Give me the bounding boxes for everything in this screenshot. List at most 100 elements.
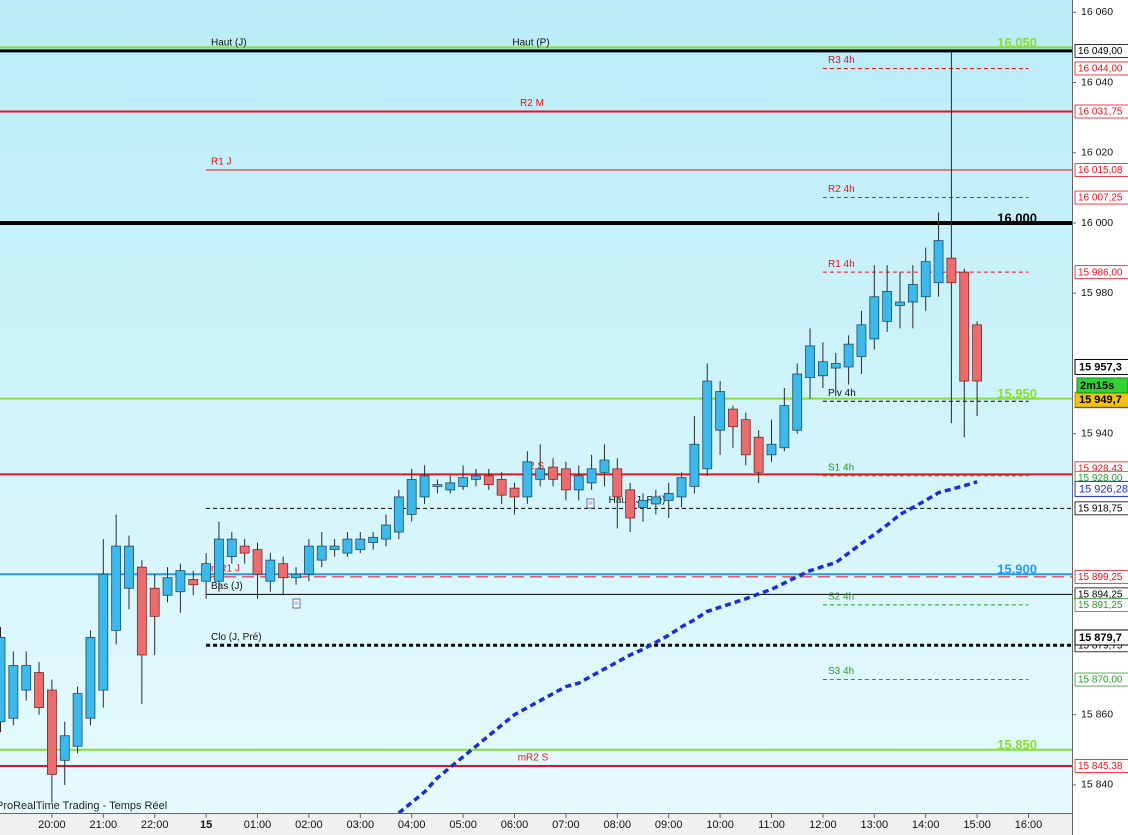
candle-body	[201, 563, 212, 582]
candle-body	[188, 579, 199, 586]
x-tick-label: 08:00	[604, 819, 632, 831]
level-label: S2 4h	[828, 592, 854, 603]
level-label: R3 4h	[828, 55, 855, 66]
level-tag-box	[1074, 598, 1128, 612]
candle-body	[907, 284, 918, 303]
y-tick-label: 16 060	[1081, 6, 1113, 18]
candle-body	[471, 475, 481, 480]
candle-body	[34, 672, 44, 709]
ma-tag-box	[1074, 480, 1128, 497]
candle-body	[715, 391, 725, 431]
candle-body	[291, 573, 301, 579]
candle-body	[792, 373, 803, 431]
candle-body	[265, 559, 276, 582]
level-label: S1 4h	[828, 463, 854, 474]
candle-body	[98, 573, 109, 691]
candle-body	[856, 324, 867, 357]
candle-body	[689, 443, 700, 487]
level-label: Piv 4h	[828, 388, 856, 399]
x-tick-label: 06:00	[501, 819, 529, 831]
candle-body	[830, 363, 841, 369]
candle-body	[702, 380, 713, 470]
candle-body	[226, 538, 237, 558]
candle-body	[599, 459, 610, 473]
level-label: R1 4h	[828, 259, 855, 270]
x-tick-label: 22:00	[141, 819, 169, 831]
y-tick-label: 15 940	[1081, 427, 1113, 439]
x-axis-background	[0, 813, 1072, 835]
candle-body	[753, 436, 764, 473]
level-tag: 15 986,00	[1078, 267, 1123, 278]
candle-body	[573, 475, 584, 491]
level-label: 16.000	[997, 210, 1037, 225]
y-axis-background	[1072, 0, 1128, 835]
level-label: mR1 J	[211, 563, 240, 574]
level-tag: 16 049,00	[1078, 46, 1123, 57]
price-tag-box	[1074, 358, 1128, 375]
x-tick-label: 02:00	[295, 819, 323, 831]
candle-body	[843, 343, 854, 368]
level-label: R2 M	[520, 98, 544, 109]
ma-tag: 15 926,28	[1079, 483, 1128, 495]
level-tag-box	[1074, 501, 1128, 516]
x-tick-label: 11:00	[758, 819, 785, 831]
x-tick-label: 07:00	[552, 819, 580, 831]
x-tick-label: 01:00	[244, 819, 272, 831]
timer: 2m15s	[1080, 380, 1114, 392]
candle-body	[0, 637, 6, 723]
level-label: Clo (J, Pré)	[211, 632, 262, 643]
level-tag: 16 031,75	[1078, 107, 1123, 118]
candle-body	[252, 549, 263, 575]
note-icon	[586, 498, 595, 509]
level-tag: 15 891,25	[1078, 600, 1123, 611]
candle-body	[612, 468, 623, 498]
level-tag: 15 894,25	[1078, 590, 1123, 601]
candle-body	[586, 468, 597, 484]
candle-body	[483, 475, 494, 486]
candle-body	[136, 566, 147, 656]
level-label: 15.850	[997, 737, 1037, 752]
candle-body	[638, 500, 648, 508]
candle-body	[805, 345, 815, 378]
candle-body	[728, 408, 738, 428]
candle-body	[458, 477, 469, 487]
candle-body	[676, 477, 687, 498]
bid-tag: 15 949,7	[1079, 394, 1122, 406]
candle-body	[625, 489, 636, 519]
level-tag: 15 928,00	[1078, 473, 1123, 484]
level-tag: 15 928,43	[1078, 463, 1123, 474]
level-label: Haut (J)	[211, 38, 247, 49]
price-tag: 15 957,3	[1079, 361, 1122, 373]
x-tick-label: 09:00	[655, 819, 683, 831]
candle-body	[316, 545, 327, 561]
level-tag: 15 845,38	[1078, 761, 1123, 772]
level-label: Bas (J)	[211, 581, 243, 592]
level-label: S3 4h	[828, 666, 854, 677]
plot-background	[0, 0, 1072, 813]
candle-body	[766, 443, 777, 456]
level-tag-box	[1074, 61, 1128, 76]
candle-body	[779, 405, 790, 449]
level-tag: 15 899,25	[1078, 572, 1123, 583]
candle-body	[47, 689, 57, 775]
level-tag: 16 015,08	[1078, 165, 1123, 176]
candle-body	[393, 496, 404, 533]
prev-close_tag-box	[1074, 629, 1128, 646]
level-label: 15.950	[997, 386, 1037, 401]
candle-body	[972, 324, 982, 382]
x-tick-label: 03:00	[347, 819, 375, 831]
candle-body	[8, 665, 19, 719]
x-tick-label: 20:00	[38, 819, 66, 831]
level-tag-box	[1074, 190, 1128, 205]
level-label: Haut (P)	[512, 38, 549, 49]
candle-body	[818, 361, 828, 377]
candle-body	[548, 466, 558, 480]
candle-body	[509, 487, 520, 498]
candle-body	[111, 545, 122, 631]
level-label: R2 4h	[828, 184, 855, 195]
level-label: Haut (J, Pré)	[609, 495, 666, 506]
candle-body	[740, 419, 751, 456]
candle-body	[342, 538, 353, 554]
